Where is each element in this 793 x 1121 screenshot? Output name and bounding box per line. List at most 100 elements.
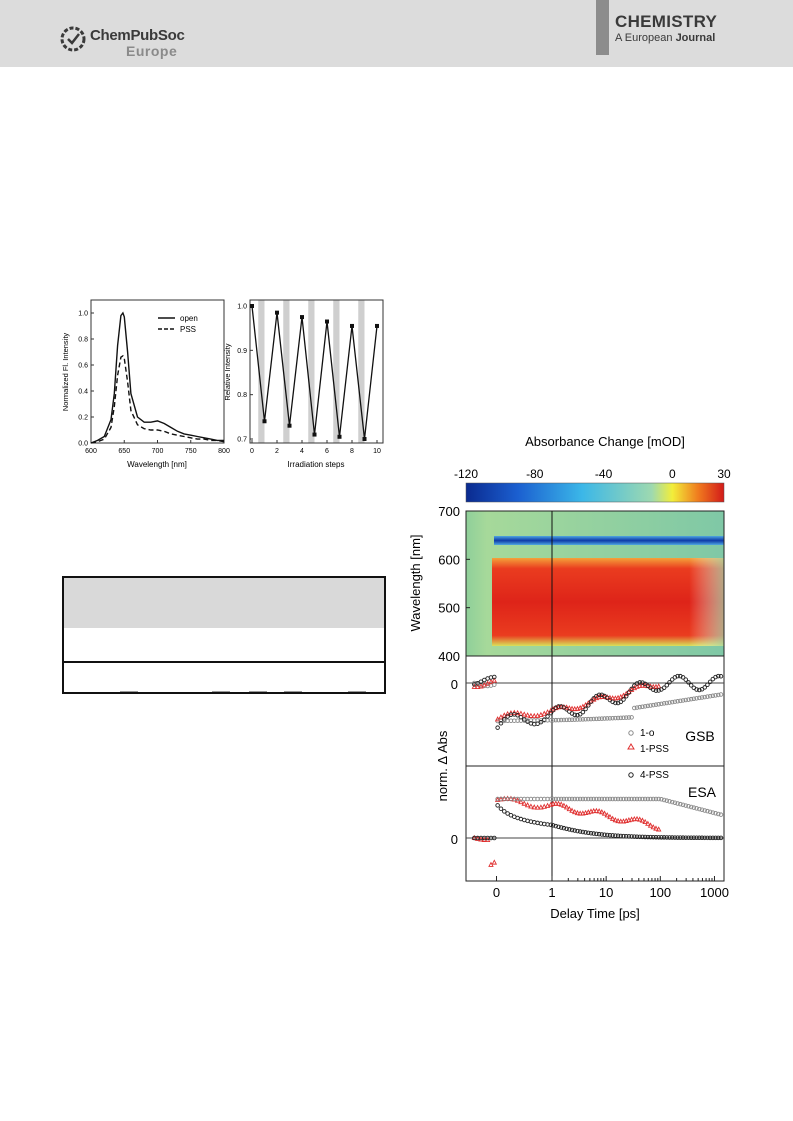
gsb-1pss-point [607, 694, 613, 700]
esa-4pss-point [642, 834, 648, 840]
legend-4pss-marker [628, 772, 634, 778]
esa-1pss-point [528, 803, 534, 809]
esa-4pss-point [678, 835, 683, 840]
esa-4pss-point [594, 831, 599, 837]
esa-1pss-point [563, 804, 570, 810]
gsb-zero-tick: 0 [451, 677, 458, 692]
esa-1pss-point [561, 802, 567, 808]
esa-4pss-point [634, 834, 640, 839]
esa-4pss-point [683, 835, 689, 840]
heatmap-y-tick-label: 500 [438, 601, 460, 616]
esa-1o-point [694, 806, 699, 811]
gsb-4pss-point [675, 673, 680, 679]
esa-4pss-point [705, 835, 710, 841]
gsb-4pss-point [716, 673, 721, 679]
gsb-4pss-point [686, 680, 691, 685]
switching-chart: 0 2 4 6 8 10 0.7 0.8 0.9 1.0 Irradiation steps Re… [223, 299, 384, 469]
esa-4pss-point [577, 829, 583, 834]
esa-4pss-point [553, 823, 559, 829]
gsb-1o-point [572, 717, 577, 722]
legend-open-label: open [180, 314, 198, 323]
esa-1o-point [691, 805, 697, 810]
gsb-1pss-point [488, 678, 494, 685]
journal-accent-bar [596, 0, 609, 55]
switching-point [375, 323, 379, 328]
esa-4pss-point [502, 809, 507, 814]
gsb-4pss-point [626, 690, 632, 695]
spectrum-x-tick-label: 650 [118, 448, 130, 455]
esa-4pss-point [613, 833, 618, 838]
publisher-logo: ChemPubSoc Europe [60, 24, 200, 60]
esa-4pss-point [618, 833, 624, 839]
esa-1o-point [645, 796, 651, 802]
esa-1pss-point [639, 817, 646, 823]
esa-1o-point [672, 800, 678, 806]
gsb-frame [465, 655, 725, 767]
esa-4pss-point [495, 803, 500, 808]
esa-1pss-point [504, 795, 511, 801]
gsb-1o-point [697, 695, 702, 701]
colorbar-tick-label: 0 [669, 467, 676, 481]
gsb-1o-point [575, 717, 580, 722]
gsb-1pss-point [504, 710, 511, 717]
esa-4pss-point [602, 832, 607, 837]
esa-1o-point [615, 796, 621, 802]
gsb-4pss-point [694, 687, 699, 692]
esa-1o-point [613, 796, 618, 802]
esa-1o-point [642, 796, 648, 802]
journal-subtitle: A European Journal [615, 32, 715, 44]
esa-1pss-point [647, 822, 654, 828]
gsb-1pss-point [544, 709, 551, 715]
spectrum-y-tick-label: 0.2 [78, 415, 88, 422]
esa-1pss-point [569, 807, 575, 813]
gsb-1o-point [548, 718, 554, 723]
gsb-1o-point [716, 692, 721, 698]
gsb-1o-point [621, 715, 626, 721]
spectrum-chart: 600 650 700 750 800 0.0 0.2 0.4 0.6 0.8 1.0 open P… [61, 299, 230, 469]
esa-4pss-point [661, 835, 667, 840]
esa-1o-point [699, 807, 705, 813]
esa-1pss-point [653, 825, 659, 831]
esa-1o-point [640, 796, 645, 802]
esa-4pss-point [558, 825, 564, 830]
gsb-4pss-point [577, 711, 583, 717]
gsb-1o-point [718, 692, 724, 697]
gsb-1o-point [686, 697, 691, 702]
esa-1o-point [583, 796, 588, 802]
gsb-4pss-point [664, 683, 670, 688]
switching-point [312, 432, 317, 437]
delay-x-tick-label: 100 [649, 885, 671, 900]
gsb-4pss-point [596, 692, 602, 698]
gsb-1o-point [613, 715, 618, 721]
esa-1pss-point [494, 796, 501, 802]
esa-zero-tick: 0 [451, 832, 458, 847]
journal-name: CHEMISTRY [615, 12, 718, 31]
switching-y-tick-label: 1.0 [237, 304, 247, 311]
gsb-4pss-point [495, 725, 500, 730]
esa-1pss-point [609, 815, 616, 821]
esa-1o-point [632, 796, 637, 802]
esa-4pss-point [713, 835, 718, 841]
spectrum-y-axis-label: Normalized Fl. Intensity [61, 333, 70, 412]
switching-y-axis-label: Relative Intensity [223, 343, 232, 400]
esa-1o-point [569, 796, 575, 802]
esa-1o-point [688, 804, 694, 810]
esa-1o-point [637, 796, 642, 802]
gsb-1o-point [583, 717, 588, 722]
esa-1pss-point [524, 802, 531, 808]
gsb-1o-point [492, 682, 497, 687]
gsb-1pss-point [541, 710, 547, 716]
legend-4pss-label: 4-PSS [640, 770, 669, 781]
esa-4pss-point [659, 835, 664, 840]
switching-x-tick-label: 2 [275, 448, 279, 455]
esa-1pss-point [558, 801, 564, 807]
gsb-1o-point [637, 704, 642, 710]
table-cell-mark [120, 691, 138, 692]
spectrum-x-tick-label: 700 [152, 448, 164, 455]
esa-1o-point [586, 796, 591, 802]
esa-1pss-point [550, 800, 556, 806]
esa-1pss-point [593, 807, 600, 813]
esa-1o-point [626, 796, 632, 802]
esa-1pss-point [636, 816, 643, 822]
esa-1pss-point [599, 809, 605, 815]
